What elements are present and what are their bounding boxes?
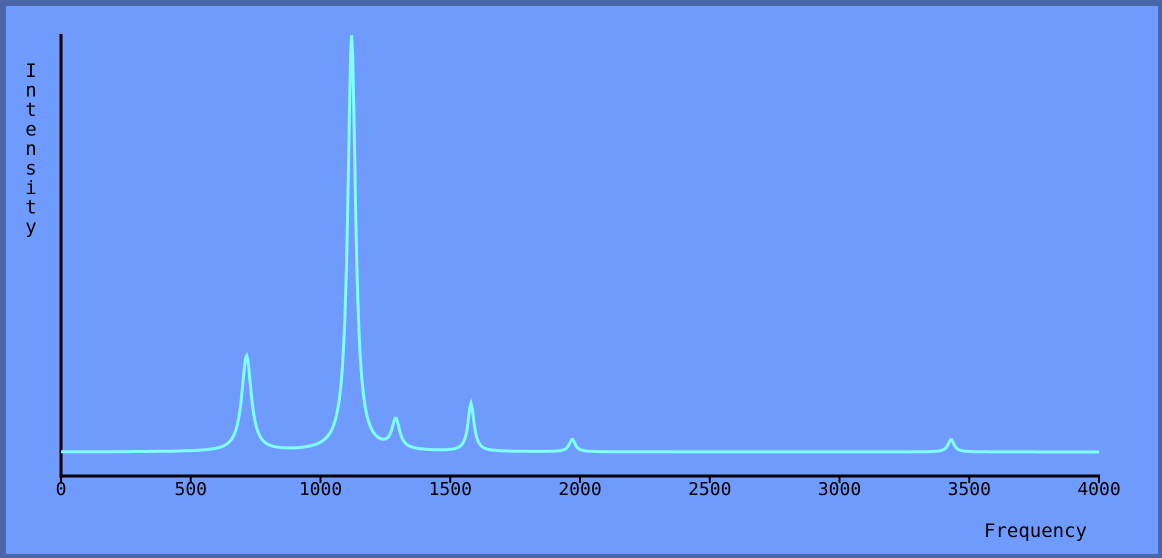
x-tick-label: 1000	[299, 479, 342, 500]
y-axis-label-char: s	[25, 158, 36, 180]
x-tick-label: 500	[174, 479, 207, 500]
y-axis-label-char: t	[25, 99, 36, 121]
x-ticks: 0 500 1000 1500 2000 2500 3000 3500 4000	[56, 476, 1121, 500]
y-axis-label-char: y	[25, 216, 36, 238]
x-tick-label: 2500	[688, 479, 731, 500]
y-axis-label-char: t	[25, 197, 36, 219]
x-tick-label: 1500	[429, 479, 472, 500]
y-axis-label-char: e	[25, 119, 36, 141]
x-tick-label: 3000	[818, 479, 861, 500]
x-tick-label: 0	[56, 479, 67, 500]
x-axis-label: Frequency	[984, 520, 1087, 542]
x-tick-label: 2000	[558, 479, 601, 500]
x-tick-label: 3500	[948, 479, 991, 500]
y-axis-label-char: i	[25, 177, 36, 199]
spectrum-line	[61, 35, 1099, 454]
y-axis-label-char: n	[25, 80, 36, 102]
y-axis-label-char: n	[25, 138, 36, 160]
y-axis-label-char: I	[25, 60, 36, 82]
x-tick-label: 4000	[1077, 479, 1120, 500]
